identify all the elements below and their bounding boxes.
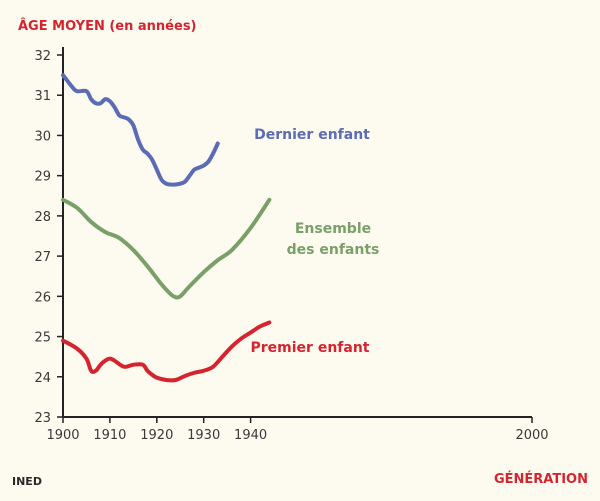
- y-tick-label: 30: [34, 129, 51, 144]
- x-tick-label: 1930: [187, 428, 220, 443]
- series-line-premier-enfant: [61, 320, 272, 383]
- series-labels: Dernier enfant Ensemble des enfants Premier…: [251, 127, 380, 356]
- y-tick-label: 31: [34, 89, 51, 104]
- y-tick-label: 25: [34, 331, 51, 346]
- x-tick-label: 1900: [46, 428, 79, 443]
- y-tick-label: 23: [34, 411, 51, 426]
- x-tick-label: 1940: [234, 428, 267, 443]
- y-axis-title: ÂGE MOYEN (en années): [18, 18, 197, 34]
- series-label-ensemble-des-enfants: Ensemble des enfants: [287, 221, 380, 258]
- series-line-ensemble-des-enfants: [61, 197, 272, 300]
- series-label-premier-enfant: Premier enfant: [251, 340, 370, 356]
- x-axis-title: GÉNÉRATION: [494, 471, 588, 487]
- series-label-line: des enfants: [287, 242, 380, 258]
- y-tick-label: 27: [34, 250, 51, 265]
- y-tick-label: 26: [34, 290, 51, 305]
- series-line-dernier-enfant: [61, 73, 220, 187]
- y-tick-label: 28: [34, 210, 51, 225]
- series-label-line: Dernier enfant: [254, 127, 370, 143]
- x-tick-label: 1920: [140, 428, 173, 443]
- series-label-dernier-enfant: Dernier enfant: [254, 127, 370, 143]
- series-lines: [61, 73, 272, 383]
- y-tick-label: 32: [34, 49, 51, 64]
- series-label-line: Premier enfant: [251, 340, 370, 356]
- x-tick-label: 2000: [515, 428, 548, 443]
- x-tick-label: 1910: [93, 428, 126, 443]
- series-label-line: Ensemble: [295, 221, 371, 237]
- y-tick-label: 29: [34, 170, 51, 185]
- y-tick-label: 24: [34, 371, 51, 386]
- axes: 23 24 25 26 27 28 29 30 31 32 1900 1910 1920 1930 1940…: [34, 47, 549, 443]
- source-label: INED: [12, 475, 42, 488]
